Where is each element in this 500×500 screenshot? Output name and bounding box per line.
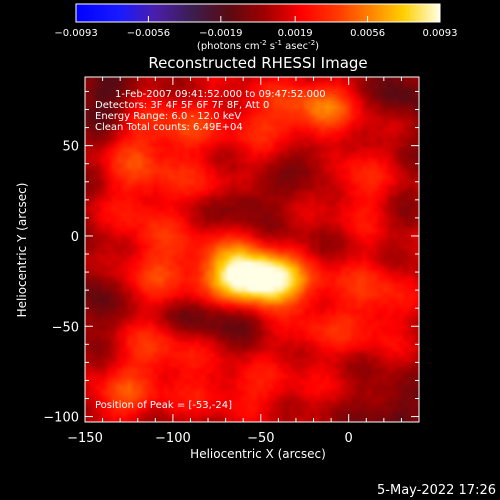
y-tick-label: 50 xyxy=(62,140,79,155)
annotation-time-range: 1-Feb-2007 09:41:52.000 to 09:47:52.000 xyxy=(115,89,326,100)
heatmap-image xyxy=(85,77,419,422)
y-axis-title: Heliocentric Y (arcsec) xyxy=(15,183,29,318)
x-tick-label: −150 xyxy=(67,431,103,446)
colorbar: −0.0093 −0.0056 −0.0019 0.0019 0.0056 0.0093 … xyxy=(54,3,458,52)
plot-area: −150 −100 −50 0 50 0 −50 −100 xyxy=(43,76,420,446)
colorbar-tick-label: −0.0093 xyxy=(54,28,97,39)
y-tick-label: 0 xyxy=(71,230,79,245)
colorbar-tick-label: −0.0019 xyxy=(199,28,242,39)
colorbar-tick-label: 0.0056 xyxy=(350,28,385,39)
colorbar-unit-label: (photons cm-2 s-1 asec-2) xyxy=(197,39,319,52)
y-tick-label: −100 xyxy=(43,411,79,426)
annotation-detectors: Detectors: 3F 4F 5F 6F 7F 8F, Att 0 xyxy=(95,100,269,111)
colorbar-tick-label: −0.0056 xyxy=(127,28,170,39)
x-axis-title: Heliocentric X (arcsec) xyxy=(190,447,326,461)
colorbar-gradient xyxy=(75,3,441,23)
y-tick-label: −50 xyxy=(52,320,79,335)
x-tick-label: 0 xyxy=(345,431,353,446)
annotation-block: 1-Feb-2007 09:41:52.000 to 09:47:52.000 … xyxy=(95,89,326,133)
x-tick-label: −100 xyxy=(155,431,191,446)
annotation-clean-counts: Clean Total counts: 6.49E+04 xyxy=(95,122,243,133)
colorbar-tick-label: 0.0019 xyxy=(278,28,313,39)
annotation-energy-range: Energy Range: 6.0 - 12.0 keV xyxy=(95,111,241,122)
x-tick-label: −50 xyxy=(247,431,274,446)
peak-position-text: Position of Peak = [-53,-24] xyxy=(95,400,232,411)
colorbar-tick-label: 0.0093 xyxy=(423,28,458,39)
footer-date: 5-May-2022 17:26 xyxy=(377,483,496,498)
chart-title: Reconstructed RHESSI Image xyxy=(148,54,367,72)
